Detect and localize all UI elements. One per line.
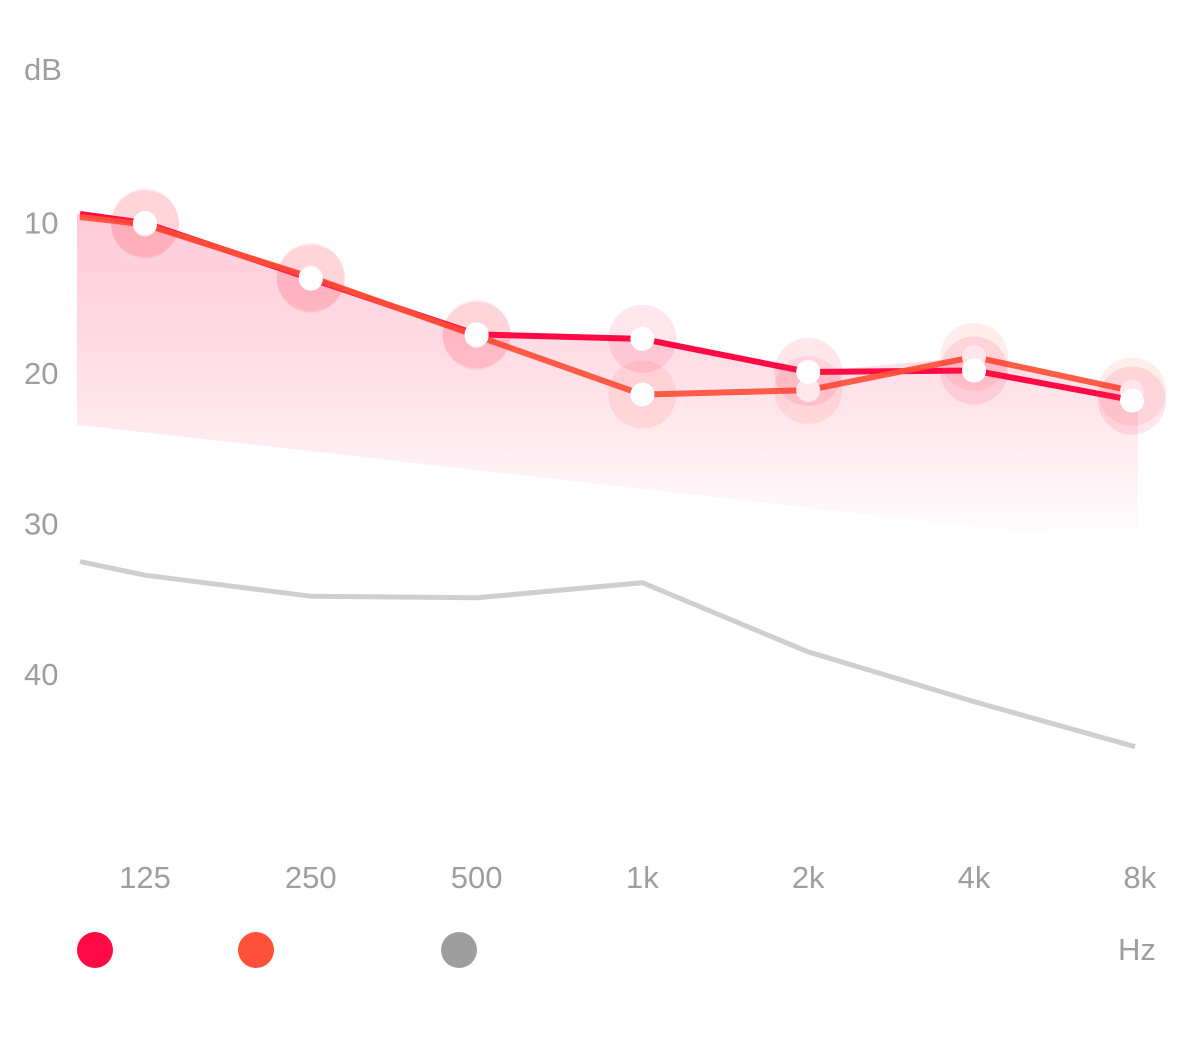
legend-dot-series-2[interactable] bbox=[238, 932, 274, 968]
legend-dot-series-1[interactable] bbox=[77, 932, 113, 968]
y-tick-label: 40 bbox=[24, 657, 58, 692]
y-tick-label: 20 bbox=[24, 356, 58, 391]
x-tick-label: 1k bbox=[626, 860, 659, 895]
y-tick-label: 30 bbox=[24, 507, 58, 542]
legend-dot-series-3[interactable] bbox=[441, 932, 477, 968]
series-lines bbox=[79, 189, 1166, 750]
series-1-point bbox=[1120, 388, 1144, 413]
series-1-point bbox=[796, 360, 821, 384]
y-tick-label: 10 bbox=[24, 206, 58, 241]
series-1-point bbox=[630, 326, 655, 351]
series-1-point bbox=[962, 358, 986, 383]
series-2-point bbox=[796, 378, 821, 403]
x-tick-label: 4k bbox=[958, 860, 991, 895]
grid-lines bbox=[80, 70, 930, 223]
x-tick-label: 125 bbox=[119, 860, 171, 895]
y-axis-label: dB bbox=[24, 52, 62, 87]
series-1-point bbox=[133, 211, 157, 236]
series-2-point bbox=[630, 382, 655, 407]
series-1-point bbox=[298, 266, 323, 291]
x-axis-unit-label: Hz bbox=[1118, 932, 1156, 967]
x-tick-label: 8k bbox=[1123, 860, 1156, 895]
series-line-2 bbox=[79, 214, 1136, 398]
x-tick-labels: 125 250 500 1k 2k 4k 8k bbox=[119, 860, 1157, 895]
series-1-point bbox=[464, 322, 489, 347]
x-tick-label: 250 bbox=[285, 860, 337, 895]
x-tick-label: 2k bbox=[792, 860, 825, 895]
series-line-3 bbox=[79, 559, 1136, 750]
legend bbox=[77, 932, 477, 968]
x-tick-label: 500 bbox=[451, 860, 503, 895]
y-tick-labels: 10 20 30 40 bbox=[24, 206, 58, 693]
